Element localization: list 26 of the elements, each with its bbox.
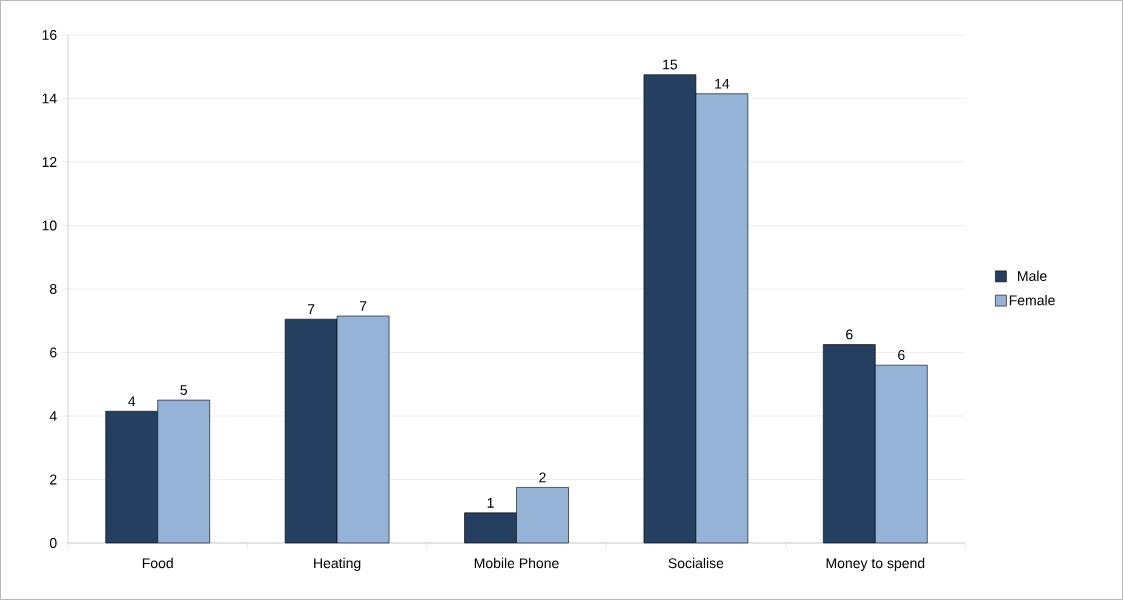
legend-label: Female bbox=[1009, 295, 1055, 306]
y-tick-label: 6 bbox=[50, 347, 57, 358]
data-label: 15 bbox=[663, 59, 678, 70]
x-tick-label: Heating bbox=[314, 557, 361, 571]
data-label: 4 bbox=[128, 396, 136, 407]
data-label: 6 bbox=[846, 329, 853, 340]
data-label: 7 bbox=[307, 304, 315, 314]
y-tick-label: 0 bbox=[49, 538, 57, 548]
y-tick-label: 4 bbox=[49, 411, 57, 421]
data-label: 5 bbox=[180, 385, 188, 395]
x-tick-label: Mobile Phone bbox=[474, 557, 559, 569]
y-tick-label: 12 bbox=[42, 157, 57, 167]
x-tick-label: Food bbox=[142, 557, 173, 569]
y-tick-label: 10 bbox=[42, 220, 57, 231]
data-label: 2 bbox=[539, 472, 546, 483]
data-label: 7 bbox=[359, 301, 367, 311]
x-tick-label: Money to spend bbox=[826, 557, 925, 571]
y-tick-label: 2 bbox=[50, 474, 57, 485]
legend-label: Male bbox=[1018, 270, 1047, 282]
x-tick-label: Socialise bbox=[668, 557, 724, 569]
data-label: 6 bbox=[898, 350, 905, 360]
y-tick-label: 8 bbox=[49, 284, 57, 294]
data-label: 14 bbox=[715, 78, 730, 89]
data-label: 1 bbox=[487, 498, 494, 508]
y-tick-label: 14 bbox=[42, 93, 57, 104]
y-tick-label: 16 bbox=[42, 30, 57, 40]
